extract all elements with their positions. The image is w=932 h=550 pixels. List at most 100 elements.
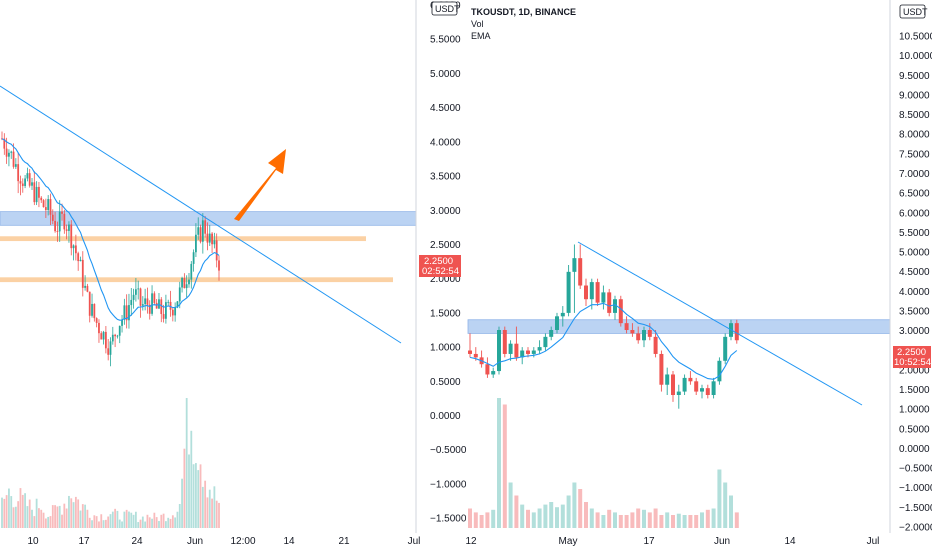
right-candle-body — [537, 347, 542, 351]
right-y-tick-label: −0.5000 — [899, 464, 932, 475]
right-y-tick-label: 6.0000 — [899, 208, 930, 219]
right-volume-bar — [694, 515, 699, 528]
left-volume-bar — [91, 520, 93, 528]
left-x-tick-label: Jun — [187, 536, 203, 547]
left-candle-body — [123, 305, 126, 320]
right-candle-body — [613, 299, 617, 313]
right-y-tick-label: 6.5000 — [899, 189, 930, 200]
left-candle-body — [151, 293, 153, 314]
legend-vol[interactable]: Vol — [471, 19, 484, 29]
left-volume-bar — [213, 486, 216, 528]
left-candle-body — [74, 245, 77, 254]
right-y-tick-label: 2.0000 — [899, 365, 930, 376]
left-candle-body — [116, 335, 119, 337]
right-candle-body — [560, 312, 565, 317]
left-x-tick-label: 12:00 — [230, 536, 255, 547]
left-x-tick-label: 17 — [78, 536, 90, 547]
right-y-tick-label: 3.0000 — [899, 326, 930, 337]
right-volume-bar — [520, 504, 525, 528]
left-currency-box[interactable]: USDT — [431, 1, 460, 16]
currency-box-frame — [899, 4, 926, 19]
left-candle-body — [176, 301, 179, 308]
right-y-tick-label: −1.5000 — [899, 503, 932, 514]
left-volume-bar — [167, 517, 170, 528]
left-candle-body — [70, 224, 73, 249]
left-volume-bar — [74, 496, 77, 528]
left-time-axis[interactable]: 10 17 24 Jun 12:00 14 21 Jul — [27, 536, 420, 547]
right-candle-body — [514, 343, 519, 358]
left-x-tick-label: 14 — [283, 536, 295, 547]
left-ema-polyline — [1, 138, 220, 321]
left-volume-bar — [42, 512, 45, 528]
right-price-axis[interactable]: 10.5000 10.0000 9.5000 9.0000 8.5000 8.0000 7.… — [899, 32, 932, 534]
right-time-axis[interactable]: 12 May 17 Jun 14 Jul — [465, 536, 879, 547]
right-volume-bar — [491, 509, 496, 528]
right-y-tick-label: 4.5000 — [899, 267, 930, 278]
left-candle-body — [63, 213, 66, 230]
left-volume-bar — [125, 509, 128, 528]
left-candle-body — [218, 260, 220, 271]
left-candle-body — [121, 319, 123, 326]
left-volume-bar — [44, 518, 47, 528]
legend-ema[interactable]: EMA — [471, 31, 491, 41]
legend-symbol[interactable]: TKOUSDT, 1D, BINANCE — [471, 7, 576, 17]
right-volume-bar — [537, 508, 542, 528]
right-y-tick-label: 7.5000 — [899, 149, 930, 160]
right-ema-polyline — [469, 302, 738, 380]
right-candle-body — [624, 323, 629, 330]
left-y-tick-label: 0.5000 — [430, 377, 461, 388]
right-candle-body — [705, 388, 710, 395]
right-candle-body — [653, 336, 658, 354]
left-volume-bar — [155, 517, 158, 528]
right-resistance-zone — [467, 319, 891, 334]
right-drawings — [577, 241, 863, 406]
left-volume-bar — [111, 511, 114, 528]
right-y-tick-label: 0.5000 — [899, 424, 930, 435]
left-volume-bar — [148, 517, 151, 528]
left-candle-body — [188, 279, 190, 285]
right-volume-bar — [497, 398, 501, 528]
left-candle-body — [72, 245, 75, 249]
right-candle-body — [700, 388, 704, 392]
left-candle-body — [44, 207, 47, 211]
right-price-tag-box — [893, 346, 931, 368]
left-candle-body — [192, 252, 195, 264]
right-y-tick-label: 8.5000 — [899, 110, 930, 121]
right-candle-body — [531, 350, 536, 354]
left-candle-body — [153, 293, 156, 303]
right-chart-panel[interactable]: 10.5000 10.0000 9.5000 9.0000 8.5000 8.0000 7.… — [465, 0, 932, 547]
left-y-tick-label: 3.0000 — [430, 206, 461, 217]
left-volume-bar — [204, 480, 207, 528]
left-candle-body — [12, 151, 15, 167]
left-candle-body — [17, 164, 20, 182]
left-candle-body — [199, 227, 202, 242]
left-volume-bar — [114, 508, 117, 528]
left-candle-body — [146, 298, 149, 305]
left-candle-body — [88, 291, 91, 316]
right-candle-body — [595, 282, 600, 303]
right-y-tick-label: 1.0000 — [899, 405, 930, 416]
left-volume-bar — [185, 398, 188, 528]
right-currency-box[interactable]: USDT — [899, 4, 928, 19]
right-candle-body — [502, 330, 507, 354]
left-candle-body — [84, 285, 87, 288]
left-volume-bar — [104, 519, 107, 528]
right-y-tick-label: 10.0000 — [899, 51, 932, 62]
left-candle-body — [56, 231, 59, 232]
left-candle-body — [31, 182, 33, 186]
left-volume-bar — [151, 518, 153, 528]
left-volume-bar — [24, 493, 26, 528]
right-volume-bar — [630, 512, 635, 528]
right-candle-body — [734, 323, 739, 341]
left-volume-bar — [132, 514, 135, 528]
left-volume-bar — [51, 505, 54, 528]
left-y-tick-label: 2.5000 — [430, 240, 461, 251]
right-legend[interactable]: TKOUSDT, 1D, BINANCE Vol EMA — [471, 7, 576, 41]
left-volume-bar — [38, 508, 40, 528]
left-last-price-tag: 2.2500 02:52:54 — [419, 255, 461, 277]
left-candle-body — [58, 211, 61, 232]
left-chart-panel[interactable]: 6.00005.50005.00004.50004.00003.50003.00… — [0, 0, 467, 547]
left-y-tick-label: −0.5000 — [430, 445, 467, 456]
right-volume-bars — [468, 398, 739, 528]
